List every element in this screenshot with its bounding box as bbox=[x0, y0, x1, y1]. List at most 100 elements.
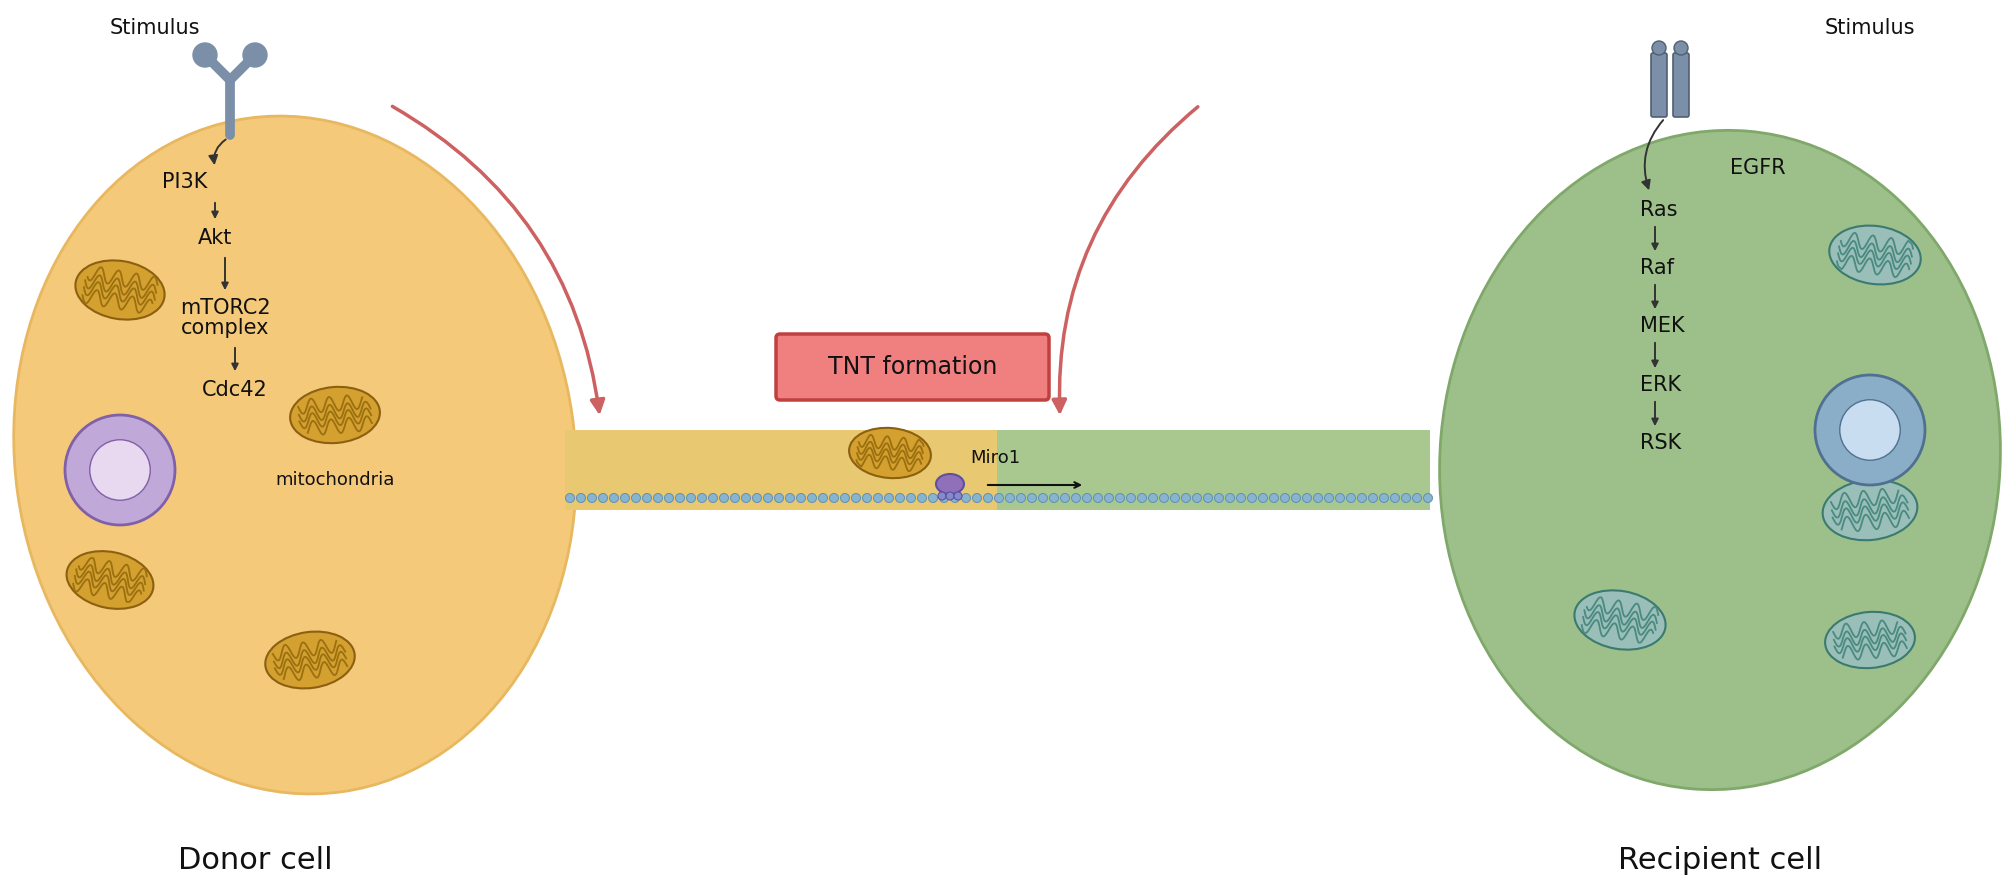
Ellipse shape bbox=[14, 116, 576, 794]
Text: Stimulus: Stimulus bbox=[1824, 18, 1915, 38]
Circle shape bbox=[90, 440, 151, 500]
Circle shape bbox=[64, 415, 175, 525]
Circle shape bbox=[1236, 494, 1244, 503]
Text: Akt: Akt bbox=[199, 228, 233, 248]
Circle shape bbox=[797, 494, 805, 503]
Circle shape bbox=[1325, 494, 1333, 503]
Circle shape bbox=[851, 494, 861, 503]
Circle shape bbox=[1060, 494, 1070, 503]
Circle shape bbox=[1180, 494, 1190, 503]
Circle shape bbox=[971, 494, 981, 503]
Circle shape bbox=[630, 494, 640, 503]
Circle shape bbox=[819, 494, 827, 503]
Ellipse shape bbox=[849, 428, 931, 478]
Circle shape bbox=[1082, 494, 1092, 503]
FancyArrowPatch shape bbox=[391, 106, 604, 412]
Circle shape bbox=[1369, 494, 1377, 503]
FancyBboxPatch shape bbox=[1650, 53, 1666, 117]
Circle shape bbox=[873, 494, 881, 503]
Circle shape bbox=[1411, 494, 1421, 503]
Text: Recipient cell: Recipient cell bbox=[1618, 846, 1820, 874]
Circle shape bbox=[1202, 494, 1212, 503]
Text: Cdc42: Cdc42 bbox=[203, 380, 267, 400]
Circle shape bbox=[1303, 494, 1311, 503]
Circle shape bbox=[243, 43, 267, 67]
Circle shape bbox=[1126, 494, 1134, 503]
Circle shape bbox=[1313, 494, 1323, 503]
Circle shape bbox=[1104, 494, 1114, 503]
Circle shape bbox=[917, 494, 925, 503]
Circle shape bbox=[1192, 494, 1200, 503]
Circle shape bbox=[642, 494, 650, 503]
Text: ERK: ERK bbox=[1640, 375, 1680, 395]
Text: PI3K: PI3K bbox=[163, 172, 207, 192]
Circle shape bbox=[708, 494, 716, 503]
Circle shape bbox=[741, 494, 751, 503]
Circle shape bbox=[664, 494, 672, 503]
Circle shape bbox=[731, 494, 739, 503]
Circle shape bbox=[1347, 494, 1355, 503]
Circle shape bbox=[983, 494, 991, 503]
FancyBboxPatch shape bbox=[775, 334, 1048, 400]
Circle shape bbox=[1674, 41, 1688, 55]
Circle shape bbox=[598, 494, 608, 503]
Ellipse shape bbox=[1828, 225, 1921, 284]
Circle shape bbox=[945, 492, 953, 500]
Circle shape bbox=[1652, 41, 1666, 55]
Text: mitochondria: mitochondria bbox=[275, 471, 395, 489]
Circle shape bbox=[1006, 494, 1014, 503]
Circle shape bbox=[949, 494, 959, 503]
Circle shape bbox=[1389, 494, 1399, 503]
FancyArrowPatch shape bbox=[1642, 120, 1662, 188]
Text: Stimulus: Stimulus bbox=[110, 18, 201, 38]
Ellipse shape bbox=[1573, 591, 1664, 650]
Circle shape bbox=[1335, 494, 1345, 503]
Circle shape bbox=[719, 494, 729, 503]
Circle shape bbox=[674, 494, 684, 503]
Text: EGFR: EGFR bbox=[1730, 158, 1784, 178]
Circle shape bbox=[1246, 494, 1256, 503]
Text: Ras: Ras bbox=[1640, 200, 1676, 220]
Ellipse shape bbox=[1822, 479, 1917, 540]
Circle shape bbox=[1291, 494, 1301, 503]
FancyArrowPatch shape bbox=[1052, 107, 1198, 412]
Ellipse shape bbox=[1439, 130, 1999, 789]
Circle shape bbox=[895, 494, 903, 503]
Circle shape bbox=[937, 492, 945, 500]
Circle shape bbox=[1814, 375, 1925, 485]
Bar bbox=[564, 430, 997, 510]
Circle shape bbox=[1357, 494, 1367, 503]
Circle shape bbox=[1016, 494, 1026, 503]
Text: mTORC2: mTORC2 bbox=[179, 298, 271, 318]
Circle shape bbox=[993, 494, 1004, 503]
Ellipse shape bbox=[935, 474, 963, 494]
Circle shape bbox=[686, 494, 694, 503]
Circle shape bbox=[1050, 494, 1058, 503]
Circle shape bbox=[1038, 494, 1048, 503]
Circle shape bbox=[763, 494, 773, 503]
Circle shape bbox=[588, 494, 596, 503]
Circle shape bbox=[905, 494, 915, 503]
Circle shape bbox=[610, 494, 618, 503]
Circle shape bbox=[1214, 494, 1222, 503]
Text: Donor cell: Donor cell bbox=[177, 846, 331, 874]
FancyArrowPatch shape bbox=[209, 140, 225, 163]
Circle shape bbox=[1280, 494, 1288, 503]
Circle shape bbox=[1170, 494, 1178, 503]
Circle shape bbox=[1379, 494, 1387, 503]
Circle shape bbox=[1224, 494, 1234, 503]
Circle shape bbox=[785, 494, 795, 503]
Text: complex: complex bbox=[181, 318, 269, 338]
Circle shape bbox=[841, 494, 849, 503]
Circle shape bbox=[566, 494, 574, 503]
Circle shape bbox=[1838, 400, 1899, 461]
Circle shape bbox=[829, 494, 839, 503]
FancyBboxPatch shape bbox=[1672, 53, 1688, 117]
Circle shape bbox=[1401, 494, 1409, 503]
Circle shape bbox=[753, 494, 761, 503]
Circle shape bbox=[961, 494, 969, 503]
Circle shape bbox=[696, 494, 706, 503]
Circle shape bbox=[1268, 494, 1278, 503]
Circle shape bbox=[576, 494, 586, 503]
Ellipse shape bbox=[265, 632, 355, 689]
